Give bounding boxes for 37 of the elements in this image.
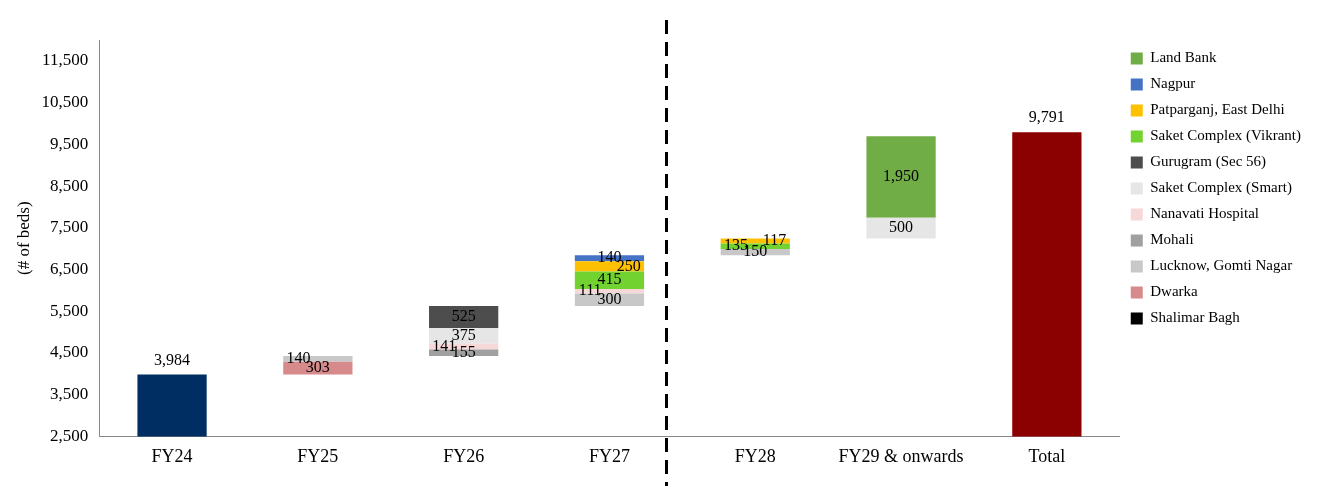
y-axis-title: (# of beds) bbox=[13, 201, 33, 276]
data-label: 9,791 bbox=[1028, 108, 1065, 126]
y-tick-label: 3,500 bbox=[49, 384, 89, 404]
data-label: 1,950 bbox=[883, 167, 920, 185]
bar bbox=[866, 136, 936, 218]
legend-label: Nagpur bbox=[1150, 75, 1196, 92]
legend-label: Land Bank bbox=[1150, 49, 1217, 66]
legend-label: Saket Complex (Smart) bbox=[1150, 179, 1292, 197]
legend-label: Shalimar Bagh bbox=[1150, 309, 1241, 326]
legend-label: Patparganj, East Delhi bbox=[1150, 101, 1285, 118]
x-tick-label: FY29 & onwards bbox=[838, 445, 964, 466]
x-tick-label: FY27 bbox=[588, 445, 630, 466]
y-tick-label: 5,500 bbox=[49, 300, 89, 320]
y-tick-label: 9,500 bbox=[49, 133, 89, 153]
legend-label: Gurugram (Sec 56) bbox=[1150, 153, 1267, 171]
y-tick-label: 10,500 bbox=[41, 92, 89, 112]
y-tick-label: 4,500 bbox=[49, 342, 89, 362]
x-tick-label: FY26 bbox=[443, 445, 485, 466]
y-tick-label: 6,500 bbox=[49, 258, 89, 278]
legend-label: Lucknow, Gomti Nagar bbox=[1150, 257, 1293, 274]
x-tick-label: Total bbox=[1028, 445, 1066, 466]
legend-label: Saket Complex (Vikrant) bbox=[1150, 127, 1301, 145]
legend-label: Nanavati Hospital bbox=[1150, 205, 1259, 222]
y-tick-label: 2,500 bbox=[49, 425, 89, 445]
bar bbox=[429, 306, 499, 328]
legend-label: Mohali bbox=[1150, 231, 1194, 248]
x-tick-label: FY25 bbox=[297, 445, 339, 466]
y-tick-label: 8,500 bbox=[49, 175, 89, 195]
legend-label: Dwarka bbox=[1150, 283, 1199, 300]
data-label: 3,984 bbox=[154, 350, 191, 368]
bar bbox=[866, 217, 936, 239]
data-label: 525 bbox=[451, 307, 476, 325]
data-label: 500 bbox=[889, 218, 914, 236]
x-tick-label: FY28 bbox=[734, 445, 776, 466]
x-tick-label: FY24 bbox=[151, 445, 193, 466]
y-tick-label: 11,500 bbox=[42, 50, 89, 70]
y-tick-label: 7,500 bbox=[49, 217, 89, 237]
